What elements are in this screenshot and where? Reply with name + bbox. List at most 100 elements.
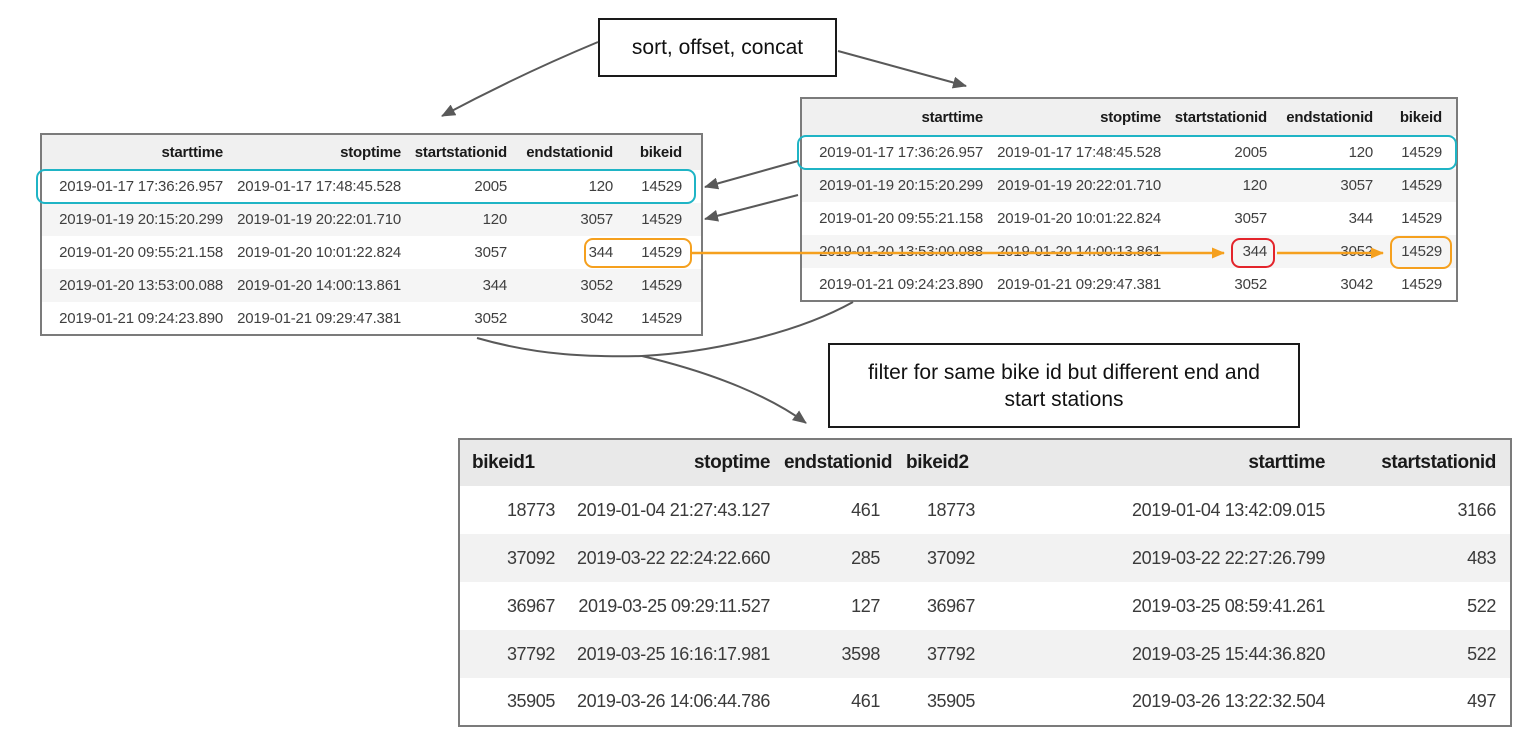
table-cell: 3042 — [1340, 275, 1373, 293]
table-cell: 2019-01-20 13:53:00.088 — [59, 277, 223, 294]
table-row: 2019-01-21 09:24:23.890 2019-01-21 09:29:… — [801, 268, 1457, 301]
table-cell: 483 — [1467, 547, 1496, 568]
table-cell: 3166 — [1457, 499, 1497, 520]
arrow-right-row1-to-left-row1 — [704, 160, 799, 190]
table-cell: 14529 — [641, 211, 682, 228]
curve-left-table-to-junction — [476, 337, 643, 358]
column-header: bikeid — [617, 134, 702, 170]
table-cell: 344 — [1348, 210, 1374, 227]
red-cell-highlight-right — [1231, 238, 1275, 268]
table-cell: 344 — [588, 244, 614, 261]
table-cell: 2019-03-25 08:59:41.261 — [1132, 595, 1325, 616]
table-row: 2019-01-20 13:53:00.088 2019-01-20 14:00:… — [41, 269, 702, 302]
table-row: 2019-01-19 20:15:20.299 2019-01-19 20:22:… — [41, 203, 702, 236]
table-cell: 2019-01-20 10:01:22.824 — [237, 244, 401, 261]
table-cell: 461 — [851, 499, 880, 520]
table-row: 2019-01-20 09:55:21.158 2019-01-20 10:01:… — [41, 236, 702, 269]
table-cell: 285 — [851, 547, 880, 568]
table-cell: 2019-01-20 09:55:21.158 — [59, 244, 223, 261]
teal-row-highlight-left — [36, 169, 696, 204]
table-cell: 344 — [1242, 243, 1268, 260]
table-cell: 2005 — [1234, 144, 1267, 161]
table-cell: 2019-03-25 15:44:36.820 — [1132, 643, 1325, 664]
result-table: bikeid1 stoptime endstationid bikeid2 startt… — [458, 438, 1512, 727]
sort-offset-concat-label: sort, offset, concat — [598, 18, 837, 77]
table-cell: 2019-01-17 17:48:45.528 — [237, 178, 401, 195]
table-cell: 14529 — [1401, 144, 1442, 161]
transformed-table: starttime stoptime startstationid endstatio… — [800, 97, 1458, 302]
column-header: startstationid — [1339, 439, 1511, 486]
arrow-right-row2-to-left-row2 — [704, 194, 799, 222]
table-cell: 2019-03-25 16:16:17.981 — [577, 643, 770, 664]
arrow-junction-to-result-table — [641, 355, 807, 424]
table-row: 2019-01-20 09:55:21.158 2019-01-20 10:01:… — [801, 202, 1457, 235]
table-cell: 36967 — [926, 595, 975, 616]
table-cell: 37792 — [926, 643, 975, 664]
table-row: 2019-01-17 17:36:26.957 2019-01-17 17:48:… — [801, 136, 1457, 169]
table-cell: 18773 — [926, 499, 975, 520]
table-cell: 497 — [1467, 691, 1496, 711]
table-cell: 2019-01-17 17:36:26.957 — [59, 178, 223, 195]
table-cell: 2019-01-20 13:53:00.088 — [819, 243, 983, 260]
filter-text: filter for same bike id but different en… — [868, 360, 1260, 411]
table-row: 2019-01-20 13:53:00.088 2019-01-20 14:00:… — [801, 235, 1457, 268]
table-cell: 2019-01-20 09:55:21.158 — [819, 210, 983, 227]
table-cell: 2019-01-20 14:00:13.861 — [237, 277, 401, 294]
source-table: starttime stoptime startstationid endstatio… — [40, 133, 703, 336]
table-cell: 2019-01-20 14:00:13.861 — [997, 243, 1161, 260]
header-row: starttime stoptime startstationid endstatio… — [41, 134, 702, 170]
table-cell: 14529 — [641, 309, 682, 327]
table-row: 35905 2019-03-26 14:06:44.786 461 35905 2019… — [459, 678, 1511, 726]
table-cell: 2019-01-17 17:36:26.957 — [819, 144, 983, 161]
filter-label: filter for same bike id but different en… — [828, 343, 1300, 428]
table-cell: 2019-01-19 20:22:01.710 — [997, 177, 1161, 194]
teal-row-highlight-right — [797, 135, 1457, 170]
table-cell: 18773 — [506, 499, 555, 520]
table-cell: 2019-01-19 20:15:20.299 — [819, 177, 983, 194]
table-cell: 2019-01-19 20:22:01.710 — [237, 211, 401, 228]
column-header: bikeid1 — [459, 439, 569, 486]
table-cell: 120 — [1242, 177, 1268, 194]
table-cell: 2019-01-21 09:24:23.890 — [59, 309, 223, 327]
table-cell: 35905 — [926, 691, 975, 711]
column-header: starttime — [41, 134, 227, 170]
table-cell: 2019-01-21 09:29:47.381 — [237, 309, 401, 327]
table-cell: 37092 — [926, 547, 975, 568]
table-row: 37792 2019-03-25 16:16:17.981 3598 37792 201… — [459, 630, 1511, 678]
table-row: 2019-01-21 09:24:23.890 2019-01-21 09:29:… — [41, 302, 702, 335]
table-cell: 2019-01-21 09:29:47.381 — [997, 275, 1161, 293]
table-cell: 3052 — [1340, 243, 1373, 260]
orange-cell-highlight-right — [1390, 236, 1452, 269]
table-cell: 344 — [482, 277, 508, 294]
table-cell: 2019-01-17 17:48:45.528 — [997, 144, 1161, 161]
table-row: 36967 2019-03-25 09:29:11.527 127 36967 2019… — [459, 582, 1511, 630]
column-header: stoptime — [227, 134, 405, 170]
column-header: startstationid — [1165, 98, 1271, 136]
column-header: bikeid — [1377, 98, 1457, 136]
table-row: 18773 2019-01-04 21:27:43.127 461 18773 2019… — [459, 486, 1511, 534]
table-cell: 120 — [1348, 144, 1374, 161]
column-header: stoptime — [569, 439, 784, 486]
header-row: bikeid1 stoptime endstationid bikeid2 startt… — [459, 439, 1511, 486]
table-cell: 3057 — [474, 244, 507, 261]
table-cell: 120 — [588, 178, 614, 195]
table-cell: 2019-03-22 22:27:26.799 — [1132, 547, 1325, 568]
sort-offset-concat-text: sort, offset, concat — [631, 36, 804, 59]
table-cell: 3042 — [580, 309, 613, 327]
column-header: starttime — [801, 98, 987, 136]
table-cell: 2019-03-26 14:06:44.786 — [577, 691, 770, 711]
table-cell: 14529 — [641, 178, 682, 195]
table-cell: 461 — [851, 691, 880, 711]
table-cell: 2019-03-26 13:22:32.504 — [1132, 691, 1325, 711]
table-cell: 37092 — [506, 547, 555, 568]
table-cell: 35905 — [506, 691, 555, 711]
column-header: bikeid2 — [894, 439, 989, 486]
column-header: startstationid — [405, 134, 511, 170]
column-header: stoptime — [987, 98, 1165, 136]
table-cell: 522 — [1467, 643, 1496, 664]
table-cell: 3057 — [1234, 210, 1267, 227]
table-cell: 3052 — [1234, 275, 1267, 293]
column-header: endstationid — [511, 134, 617, 170]
table-cell: 14529 — [641, 244, 682, 261]
